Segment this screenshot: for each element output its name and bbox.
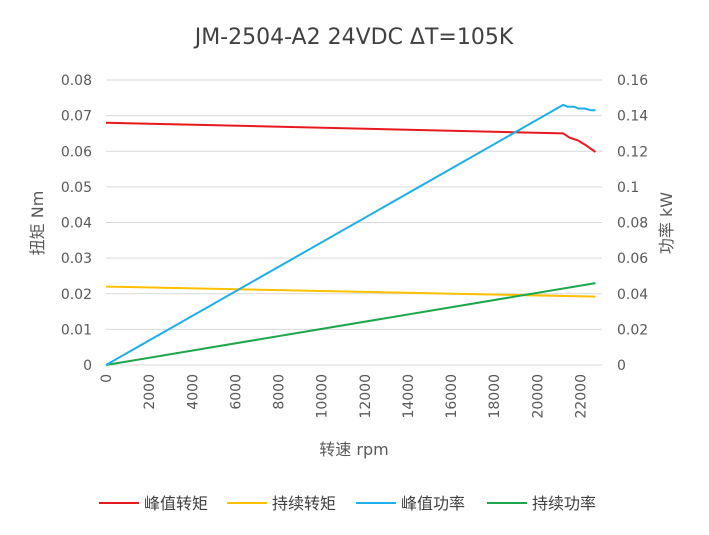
x-axis-title: 转速 rpm — [319, 440, 388, 459]
x-tick-label: 14000 — [401, 374, 417, 419]
y2-tick-label: 0.02 — [617, 322, 648, 338]
x-tick-label: 18000 — [487, 374, 503, 419]
y-tick-label: 0.02 — [61, 287, 92, 303]
y-tick-label: 0.07 — [61, 109, 92, 125]
x-tick-label: 16000 — [444, 374, 460, 419]
y-tick-label: 0.08 — [61, 73, 92, 89]
x-axis: 0 2000 4000 6000 8000 10000 12000 14000 16000 180… — [99, 374, 589, 419]
x-tick-label: 12000 — [358, 374, 374, 419]
y-tick-label: 0.03 — [61, 251, 92, 267]
x-tick-label: 6000 — [228, 374, 244, 410]
x-tick-label: 20000 — [530, 374, 546, 419]
y-tick-label: 0 — [83, 358, 92, 374]
y2-tick-label: 0.16 — [617, 73, 648, 89]
y-tick-label: 0.01 — [61, 322, 92, 338]
y2-tick-label: 0.06 — [617, 251, 648, 267]
y2-tick-label: 0 — [617, 358, 626, 374]
x-tick-label: 22000 — [573, 374, 589, 419]
y2-tick-label: 0.1 — [617, 180, 639, 196]
series-line-2 — [105, 103, 596, 366]
y-axis-right: 0 0.02 0.04 0.06 0.08 0.1 0.12 0.14 0.16 — [617, 73, 648, 374]
legend-label: 持续功率 — [532, 494, 596, 513]
series-line-0 — [105, 121, 597, 153]
x-tick-label: 2000 — [142, 374, 158, 410]
series-line-3 — [105, 282, 596, 366]
legend-label: 峰值功率 — [401, 494, 465, 513]
y-axis-left: 0 0.01 0.02 0.03 0.04 0.05 0.06 0.07 0.08 — [61, 73, 92, 374]
legend-label: 峰值转矩 — [144, 494, 208, 513]
series-line-1 — [105, 285, 596, 298]
y2-tick-label: 0.08 — [617, 216, 648, 232]
y-axis-title-right: 功率 kW — [657, 192, 676, 254]
y-tick-label: 0.06 — [61, 144, 92, 160]
x-tick-label: 0 — [99, 374, 115, 383]
legend-label: 持续转矩 — [272, 494, 336, 513]
x-tick-label: 10000 — [315, 374, 331, 419]
x-tick-label: 8000 — [272, 374, 288, 410]
y2-tick-label: 0.04 — [617, 287, 648, 303]
chart-title: JM-2504-A2 24VDC ΔT=105K — [193, 25, 514, 50]
x-tick-label: 4000 — [185, 374, 201, 410]
gridlines — [106, 79, 602, 366]
y-tick-label: 0.04 — [61, 216, 92, 232]
y-tick-label: 0.05 — [61, 180, 92, 196]
y2-tick-label: 0.14 — [617, 109, 648, 125]
y2-tick-label: 0.12 — [617, 144, 648, 160]
y-axis-title-left: 扭矩 Nm — [28, 191, 47, 256]
series-lines — [105, 103, 597, 366]
legend: 峰值转矩 持续转矩 峰值功率 持续功率 — [99, 494, 596, 513]
